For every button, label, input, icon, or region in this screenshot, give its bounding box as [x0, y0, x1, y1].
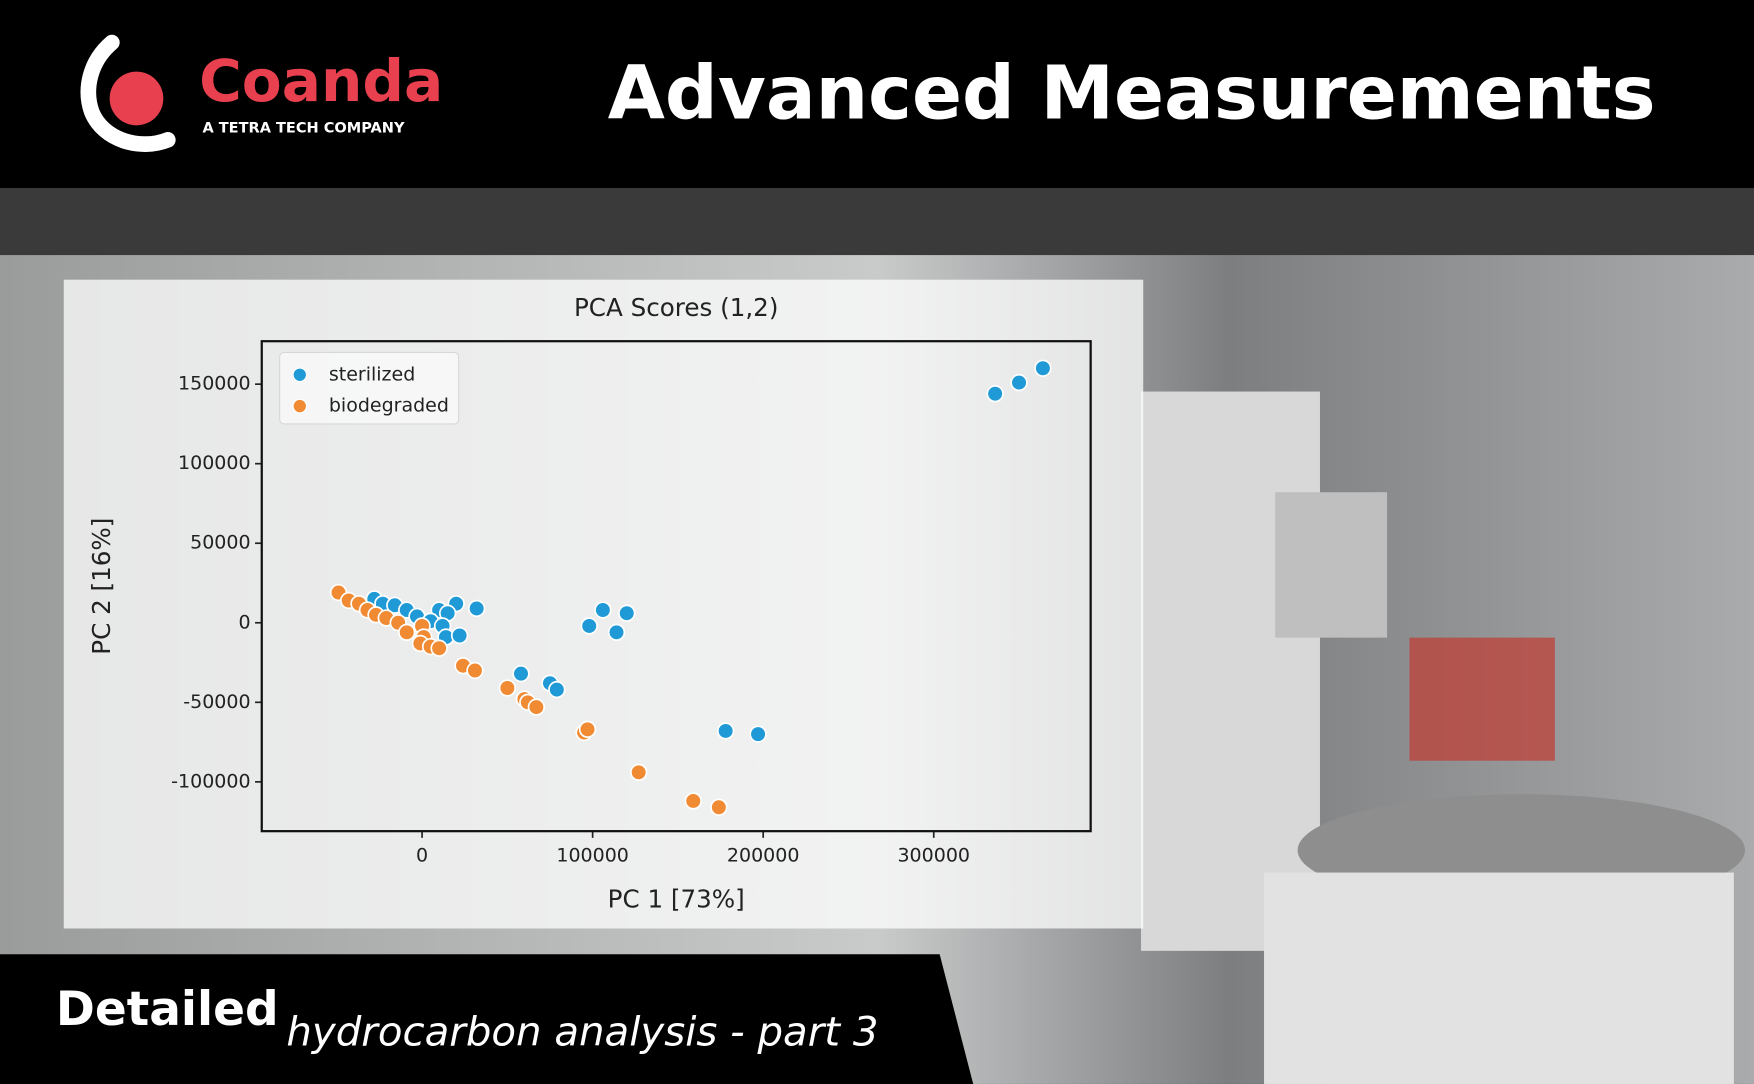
point — [466, 661, 484, 680]
x-tick-label: 100000 — [556, 844, 629, 866]
x-tick-label: 0 — [416, 844, 428, 866]
chart-title: PCA Scores (1,2) — [574, 293, 778, 322]
point — [467, 599, 486, 618]
point — [578, 720, 597, 739]
instrument-base — [1264, 872, 1734, 1084]
point — [498, 679, 517, 697]
instrument — [1140, 391, 1320, 951]
x-tick-label: 200000 — [727, 844, 800, 866]
point — [527, 698, 546, 716]
legend-label: sterilized — [329, 363, 415, 385]
point — [594, 601, 612, 619]
point — [710, 798, 728, 816]
point — [630, 763, 648, 781]
point — [1010, 373, 1028, 392]
point — [450, 626, 469, 645]
plot-frame — [260, 340, 1092, 833]
x-tick-label: 300000 — [897, 844, 970, 866]
footer-lead: Detailed — [56, 982, 279, 1037]
point — [749, 725, 767, 743]
point — [1034, 359, 1052, 377]
point — [986, 385, 1004, 403]
y-tick-label: -50000 — [183, 691, 250, 713]
point — [398, 623, 416, 641]
reagent-bottle — [1409, 637, 1555, 761]
footer-bar — [0, 954, 974, 1084]
point — [580, 617, 598, 635]
x-axis-label: PC 1 [73%] — [608, 885, 745, 914]
point — [607, 623, 626, 641]
legend-marker — [292, 398, 308, 414]
legend-box — [279, 351, 460, 425]
tagline: A TETRA TECH COMPANY — [202, 121, 404, 137]
legend-label: biodegraded — [329, 395, 449, 417]
photo-dark-strip — [0, 187, 1754, 256]
y-tick-label: 50000 — [190, 532, 250, 554]
point — [684, 792, 702, 810]
logo — [80, 34, 176, 152]
footer-text: hydrocarbon analysis - part 3 — [286, 1010, 878, 1056]
y-tick-label: -100000 — [171, 770, 250, 792]
y-tick-label: 150000 — [178, 373, 251, 395]
y-axis-label: PC 2 [16%] — [87, 518, 116, 655]
y-tick-label: 0 — [238, 611, 250, 633]
y-tick-label: 100000 — [178, 452, 251, 474]
legend-marker — [292, 367, 308, 383]
brand: Coanda — [199, 47, 443, 115]
instrument-head — [1275, 492, 1388, 638]
point — [716, 722, 735, 740]
header-bar — [0, 0, 1754, 188]
page-title: Advanced Measurements — [608, 50, 1656, 136]
point — [430, 639, 448, 657]
point — [548, 680, 566, 699]
chart: PCA Scores (1,2) PC 1 [73%] PC 2 [16%] 0 100… — [87, 293, 1092, 914]
point — [512, 665, 530, 683]
point — [618, 604, 636, 622]
